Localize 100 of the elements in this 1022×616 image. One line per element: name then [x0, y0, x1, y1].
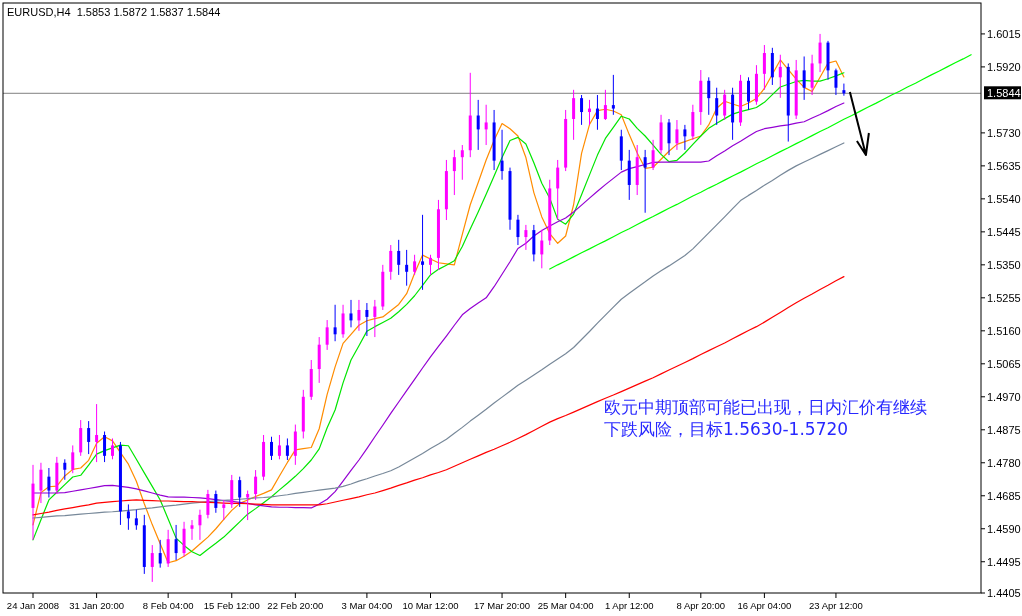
candlestick — [285, 437, 289, 461]
y-tick-label: 1.5160 — [987, 324, 1021, 337]
candlestick — [174, 524, 178, 561]
candlestick — [357, 299, 361, 332]
y-tick-label: 1.4685 — [987, 489, 1021, 502]
candlestick — [460, 144, 464, 181]
candlestick — [762, 44, 766, 91]
candlestick — [683, 124, 687, 151]
y-tick-label: 1.5920 — [987, 60, 1021, 73]
annotation: 欧元中期顶部可能已出现，日内汇价有继续下跌风险，目标1.5630-1.5720 — [604, 396, 928, 440]
x-tick-label: 1 Apr 12:00 — [604, 600, 654, 611]
candlestick — [397, 239, 401, 276]
candlestick — [126, 503, 130, 531]
candlestick — [675, 119, 679, 151]
x-tick-label: 15 Feb 12:00 — [203, 600, 260, 611]
candlestick — [556, 159, 560, 221]
candlestick — [111, 437, 114, 460]
candlestick — [572, 89, 576, 141]
ref-line-label: 1.5844 — [987, 87, 1021, 100]
candlestick — [47, 467, 51, 498]
candlestick — [198, 509, 202, 541]
candlestick — [246, 490, 250, 521]
candlestick — [373, 299, 377, 338]
candlestick — [214, 490, 218, 514]
x-tick-label: 10 Mar 12:00 — [402, 600, 459, 611]
chart-title: EURUSD,H4 1.5853 1.5872 1.5837 1.5844 — [7, 6, 221, 18]
x-tick-label: 16 Apr 04:00 — [737, 600, 792, 611]
candlestick — [325, 319, 329, 351]
candlestick — [87, 420, 91, 455]
candlestick — [723, 89, 727, 121]
candlestick — [842, 83, 846, 97]
y-tick-label: 1.5255 — [987, 291, 1021, 304]
candlestick — [389, 244, 393, 281]
candlestick — [834, 68, 838, 96]
y-tick-label: 1.4780 — [987, 456, 1021, 469]
candlestick — [71, 444, 75, 474]
x-tick-label: 22 Feb 20:00 — [267, 600, 324, 611]
candlestick — [222, 499, 226, 521]
x-tick-label: 23 Apr 12:00 — [809, 600, 863, 611]
x-tick-label: 31 Jan 20:00 — [69, 600, 125, 611]
candlestick — [413, 254, 417, 276]
candlestick — [588, 99, 591, 126]
candlestick — [818, 33, 822, 73]
candlestick — [595, 94, 599, 131]
candlestick — [476, 99, 480, 151]
candlestick — [103, 431, 107, 463]
candlestick — [747, 76, 750, 111]
y-tick-label: 1.4970 — [987, 390, 1021, 403]
candlestick — [500, 129, 504, 181]
y-tick-label: 1.4405 — [987, 587, 1021, 599]
y-tick-label: 1.6015 — [987, 27, 1021, 40]
candlestick — [421, 214, 425, 291]
candlestick — [667, 118, 671, 156]
candlestick — [452, 149, 456, 196]
y-tick-label: 1.5730 — [987, 126, 1021, 139]
candlestick — [524, 224, 528, 251]
candlestick — [540, 229, 544, 269]
y-tick-label: 1.5540 — [987, 192, 1021, 205]
candlestick — [277, 434, 281, 460]
candlestick — [134, 509, 138, 531]
candlestick — [150, 544, 154, 583]
candlestick — [158, 539, 162, 569]
candlestick — [580, 94, 584, 126]
candlestick — [429, 254, 432, 276]
candlestick — [802, 55, 806, 101]
x-tick-label: 17 Mar 20:00 — [474, 600, 531, 611]
candlestick — [341, 304, 345, 339]
x-tick-label: 25 Mar 04:00 — [537, 600, 594, 611]
candlestick — [95, 403, 99, 463]
candlestick — [254, 469, 258, 501]
line-series — [549, 54, 972, 270]
candlestick — [39, 462, 43, 504]
candlestick — [707, 76, 711, 116]
y-tick-label: 1.5065 — [987, 357, 1021, 370]
candlestick — [333, 304, 337, 342]
candlestick — [365, 302, 369, 337]
x-tick-label: 8 Feb 04:00 — [142, 600, 194, 611]
candlestick — [270, 436, 273, 461]
y-tick-label: 1.5635 — [987, 159, 1021, 172]
candlestick — [715, 87, 719, 126]
candlestick — [651, 139, 655, 171]
candlestick — [516, 214, 520, 246]
candlestick — [190, 519, 194, 541]
candlestick — [206, 489, 210, 519]
y-tick-label: 1.5445 — [987, 225, 1021, 238]
candlestick — [405, 249, 409, 287]
y-tick-label: 1.4590 — [987, 522, 1021, 535]
candlestick — [349, 299, 353, 328]
candlestick — [63, 458, 67, 481]
y-tick-label: 1.4495 — [987, 555, 1021, 568]
y-tick-label: 1.5350 — [987, 258, 1021, 271]
candlestick — [778, 54, 782, 99]
x-tick-label: 3 Mar 04:00 — [341, 600, 393, 611]
candlestick — [603, 89, 607, 121]
candlestick — [238, 476, 242, 508]
x-tick-label: 24 Jan 2008 — [6, 600, 60, 611]
candlestick — [484, 104, 488, 146]
candlestick — [611, 74, 615, 116]
y-tick-label: 1.4875 — [987, 423, 1021, 436]
x-tick-label: 8 Apr 20:00 — [676, 600, 726, 611]
